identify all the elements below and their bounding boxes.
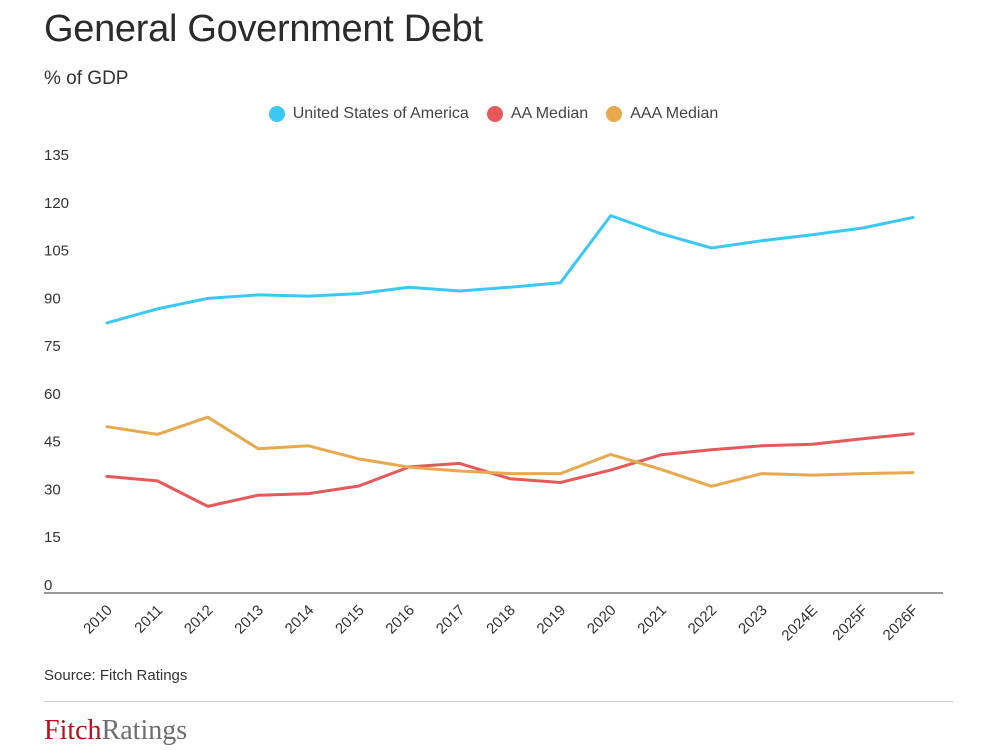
legend-item-usa[interactable]: United States of America bbox=[268, 105, 469, 123]
fitch-ratings-logo: FitchRatings bbox=[44, 715, 188, 746]
x-tick-label: 2013 bbox=[231, 602, 267, 638]
x-tick-label: 2014 bbox=[282, 602, 318, 638]
x-tick-label: 2015 bbox=[332, 602, 368, 638]
x-tick-label: 2010 bbox=[80, 602, 116, 638]
x-tick-label: 2025F bbox=[829, 602, 871, 644]
footer-divider bbox=[44, 701, 953, 702]
series-line-2 bbox=[105, 415, 915, 488]
y-tick-label: 60 bbox=[44, 386, 61, 403]
y-tick-label: 120 bbox=[44, 195, 69, 212]
x-tick-label: 2011 bbox=[131, 602, 166, 637]
legend-item-aa-median[interactable]: AA Median bbox=[486, 105, 589, 123]
y-tick-label: 135 bbox=[44, 147, 69, 164]
x-tick-label: 2020 bbox=[584, 602, 620, 638]
y-tick-label: 45 bbox=[44, 434, 61, 451]
x-tick-label: 2026F bbox=[880, 602, 922, 644]
y-tick-label: 75 bbox=[44, 338, 61, 355]
x-tick-label: 2023 bbox=[735, 602, 771, 638]
x-tick-label: 2022 bbox=[685, 602, 721, 638]
series-line-0 bbox=[105, 214, 915, 325]
x-tick-label: 2018 bbox=[483, 602, 519, 638]
source-note: Source: Fitch Ratings bbox=[44, 667, 188, 684]
x-tick-label: 2019 bbox=[534, 602, 570, 638]
x-tick-label: 2016 bbox=[382, 602, 418, 638]
x-tick-label: 2021 bbox=[634, 602, 670, 638]
chart-title: General Government Debt bbox=[44, 8, 483, 50]
legend-dot-usa bbox=[268, 106, 285, 122]
chart-subtitle: % of GDP bbox=[44, 68, 129, 89]
legend-label-aaa-median: AAA Median bbox=[630, 105, 719, 122]
y-tick-label: 0 bbox=[44, 577, 52, 594]
legend-dot-aaa-median bbox=[606, 106, 623, 122]
y-tick-label: 15 bbox=[44, 529, 61, 546]
x-tick-label: 2017 bbox=[433, 602, 469, 638]
legend-item-aaa-median[interactable]: AAA Median bbox=[606, 105, 718, 123]
series-line-1 bbox=[105, 432, 915, 508]
legend-label-aa-median: AA Median bbox=[510, 105, 589, 122]
legend-dot-aa-median bbox=[486, 106, 503, 122]
y-tick-label: 90 bbox=[44, 290, 61, 307]
chart-legend: United States of America AA Median AAA M… bbox=[0, 105, 987, 123]
x-tick-label: 2024E bbox=[778, 602, 821, 645]
legend-label-usa: United States of America bbox=[292, 105, 469, 122]
y-tick-label: 30 bbox=[44, 481, 61, 498]
y-tick-label: 105 bbox=[44, 243, 69, 260]
x-tick-label: 2012 bbox=[181, 602, 217, 638]
